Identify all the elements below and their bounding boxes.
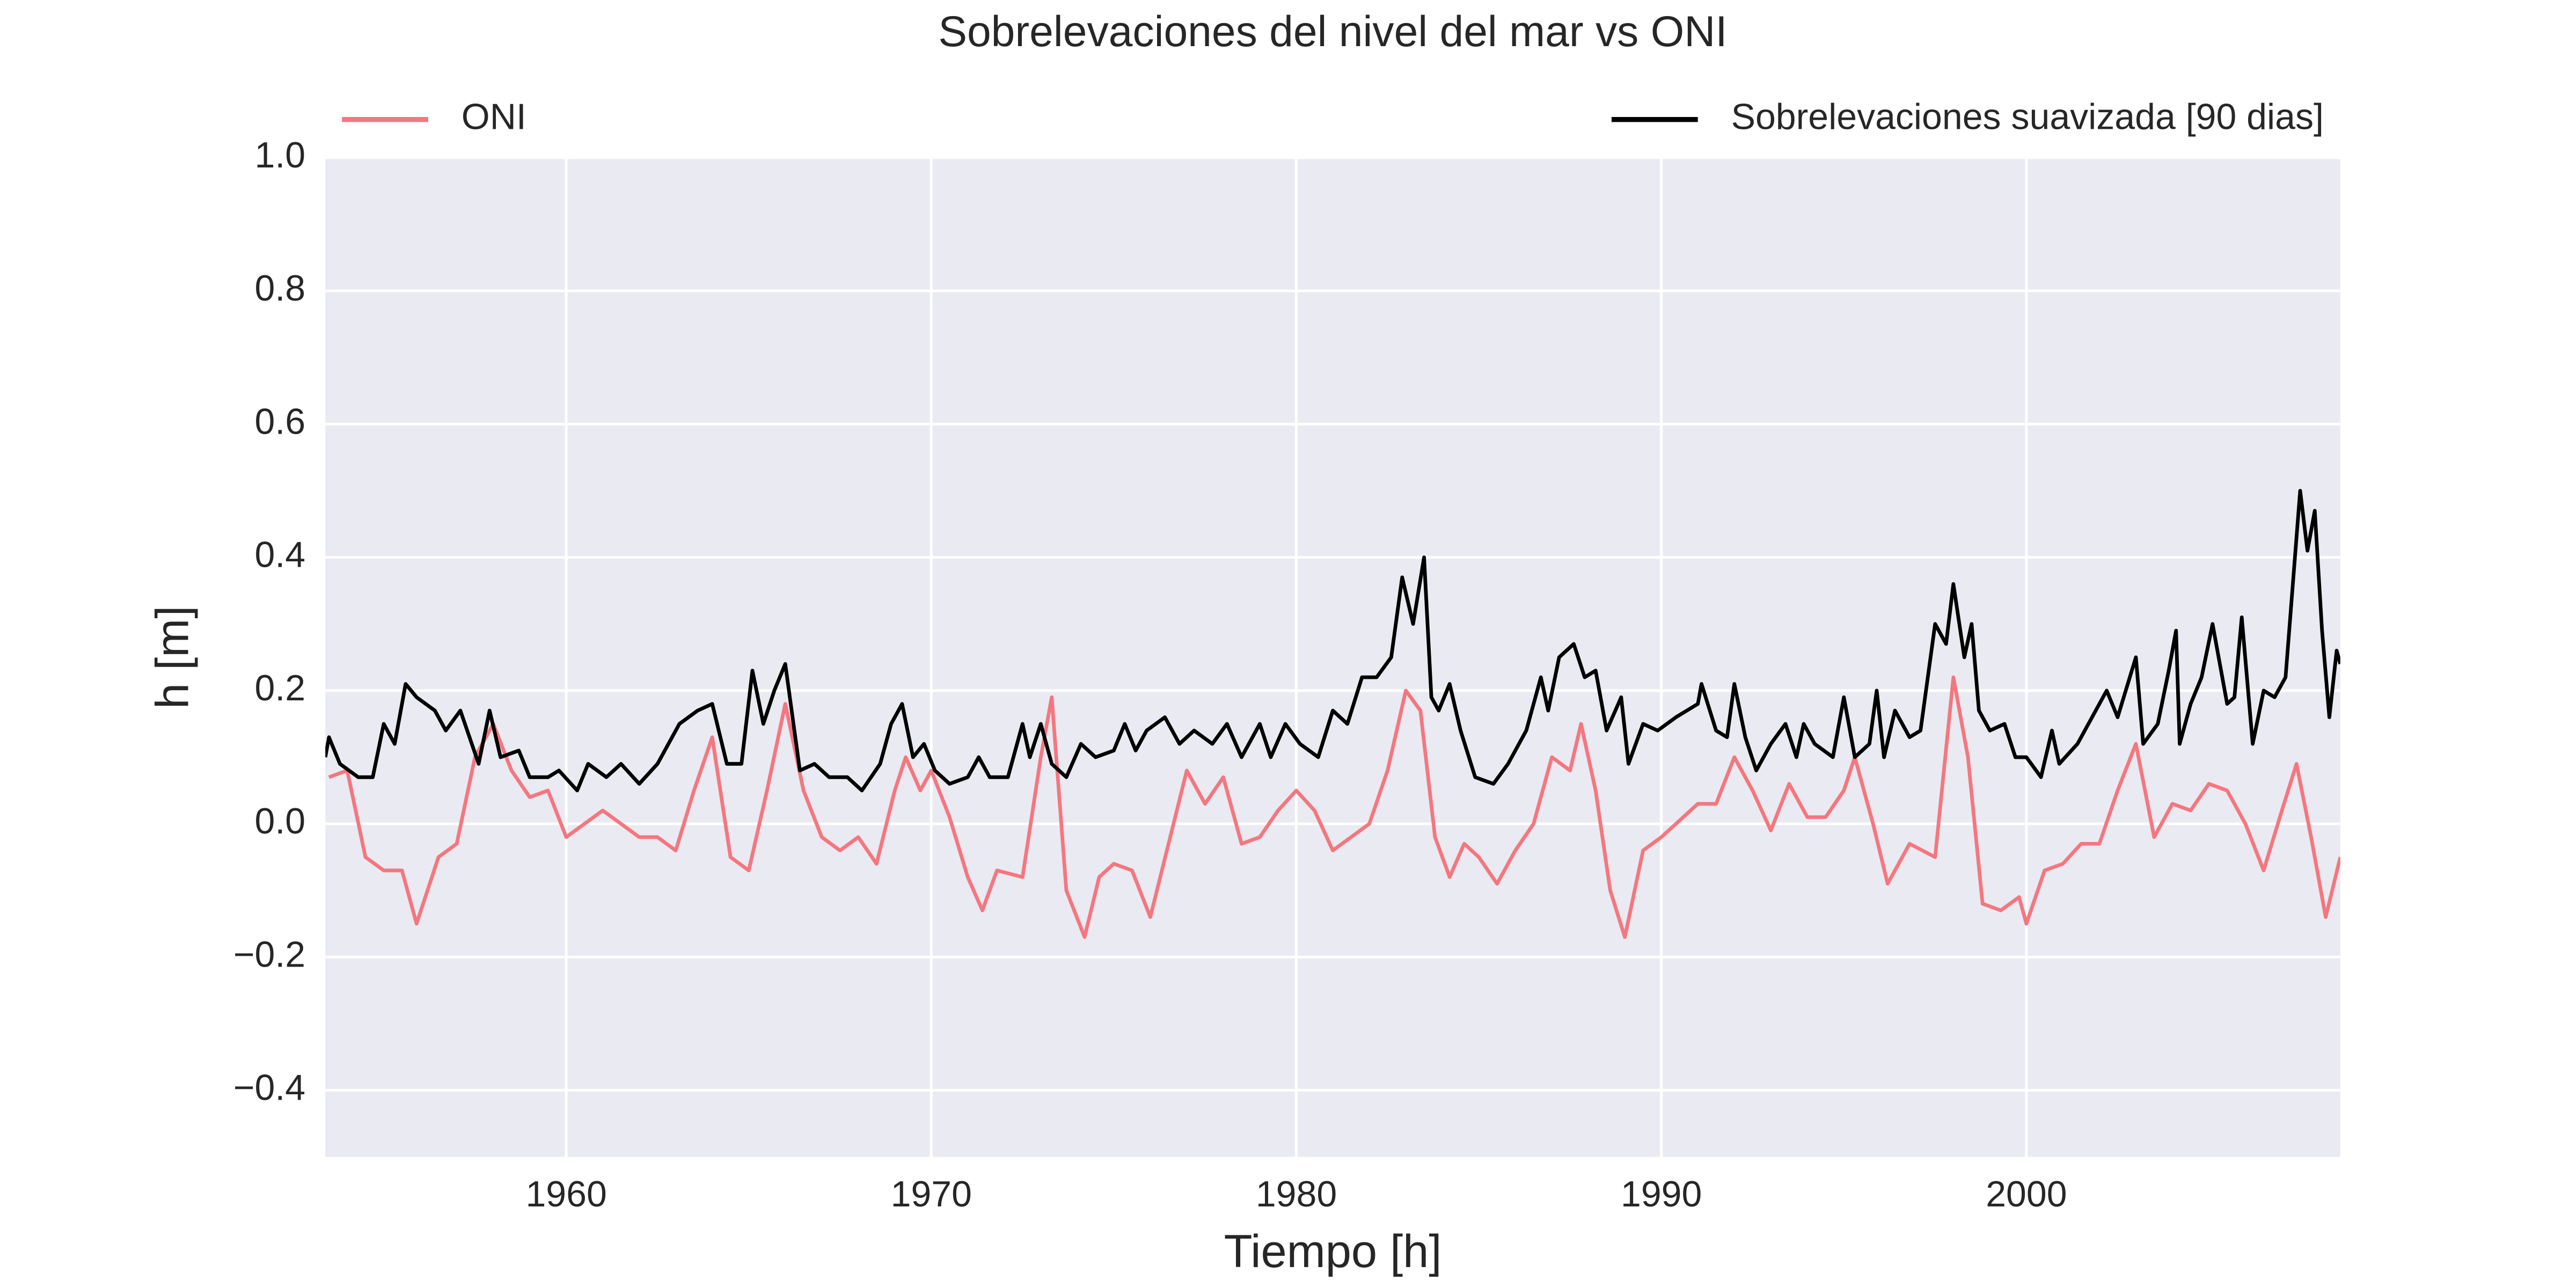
y-tick-label: 1.0 <box>254 135 305 175</box>
x-tick-label: 1980 <box>1256 1174 1337 1214</box>
x-tick-label: 1990 <box>1621 1174 1702 1214</box>
y-tick-label: 0.6 <box>254 401 305 442</box>
series-line <box>328 675 2340 939</box>
y-tick-label: −0.4 <box>233 1067 305 1108</box>
series-line <box>325 489 2340 793</box>
x-axis-label: Tiempo [h] <box>1224 1226 1442 1277</box>
x-tick-label: 2000 <box>1986 1174 2067 1214</box>
y-tick-label: 0.2 <box>254 668 305 708</box>
y-axis-label: h [m] <box>147 606 199 709</box>
legend-label: ONI <box>462 97 526 137</box>
y-tick-label: 0.0 <box>254 801 305 841</box>
y-tick-label: −0.2 <box>233 934 305 975</box>
chart-title: Sobrelevaciones del nivel del mar vs ONI <box>938 8 1727 56</box>
x-tick-label: 1970 <box>891 1174 972 1214</box>
y-tick-label: 0.4 <box>254 535 305 575</box>
x-tick-label: 1960 <box>525 1174 606 1214</box>
plot-lines <box>325 489 2340 939</box>
y-tick-label: 0.8 <box>254 268 305 309</box>
plot-area <box>325 157 2340 1157</box>
legend-label: Sobrelevaciones suavizada [90 dias] <box>1731 97 2324 137</box>
